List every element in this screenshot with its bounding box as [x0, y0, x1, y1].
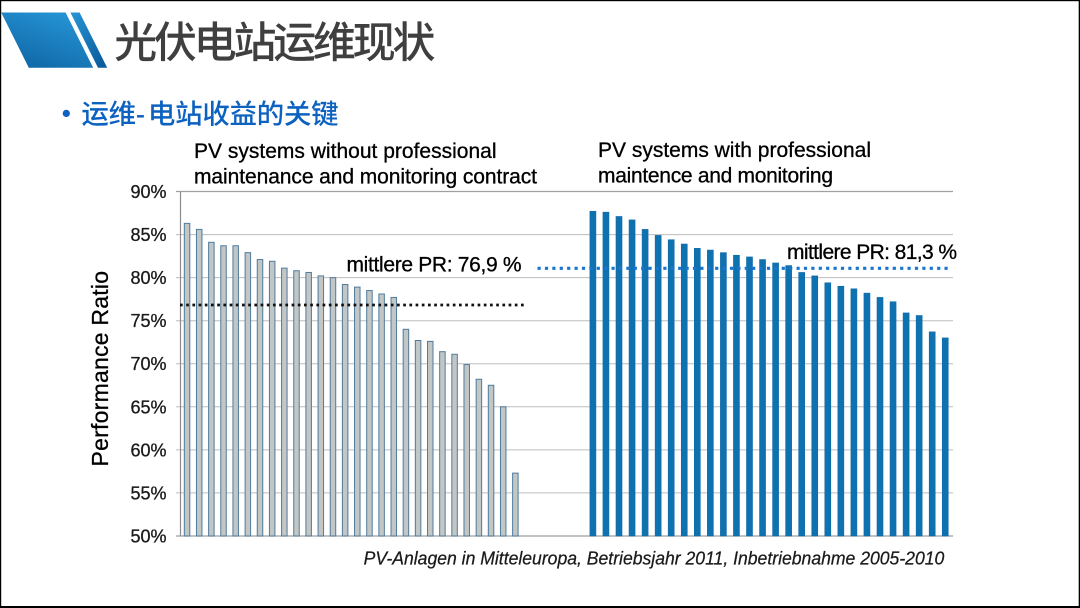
svg-text:PV systems with professional: PV systems with professional	[598, 139, 871, 162]
svg-text:PV systems without professiona: PV systems without professional	[194, 140, 497, 163]
svg-text:75%: 75%	[130, 311, 166, 331]
svg-text:Performance Ratio: Performance Ratio	[87, 271, 113, 467]
svg-text:60%: 60%	[130, 440, 166, 460]
svg-text:maintenance and monitoring con: maintenance and monitoring contract	[194, 166, 537, 189]
svg-text:55%: 55%	[130, 483, 166, 503]
svg-text:85%: 85%	[130, 225, 166, 245]
svg-text:mittlere PR: 76,9 %: mittlere PR: 76,9 %	[347, 254, 522, 277]
svg-text:50%: 50%	[130, 526, 166, 546]
svg-text:70%: 70%	[130, 354, 166, 374]
svg-text:65%: 65%	[130, 397, 166, 417]
svg-text:PV-Anlagen in Mitteleuropa, Be: PV-Anlagen in Mitteleuropa, Betriebsjahr…	[364, 548, 945, 568]
svg-text:90%: 90%	[130, 182, 166, 202]
svg-text:maintence and monitoring: maintence and monitoring	[598, 164, 833, 187]
svg-text:mittlere PR: 81,3 %: mittlere PR: 81,3 %	[787, 241, 957, 264]
svg-text:80%: 80%	[130, 268, 166, 288]
